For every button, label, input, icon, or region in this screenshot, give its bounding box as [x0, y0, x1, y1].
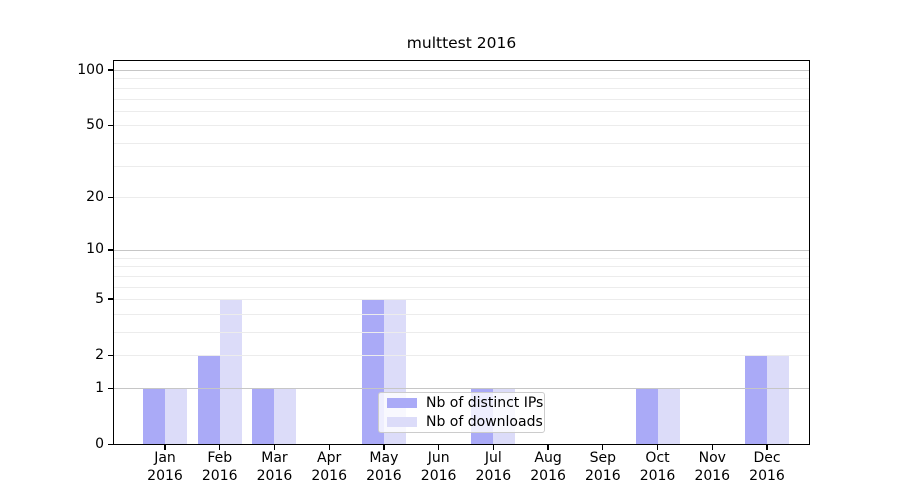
- y-tick-label: 2: [95, 346, 104, 363]
- x-tick-label: Feb 2016: [201, 450, 238, 484]
- gridline-minor: [113, 87, 810, 89]
- y-tick-mark: [108, 443, 113, 446]
- x-tick-mark: [602, 445, 604, 450]
- plot-area: Nb of distinct IPs Nb of downloads: [113, 60, 810, 445]
- x-tick-label: May 2016: [366, 450, 402, 484]
- x-tick-mark: [383, 445, 385, 450]
- gridline-minor: [113, 165, 810, 167]
- x-tick-label: Nov 2016: [694, 450, 731, 484]
- x-tick-mark: [492, 445, 494, 450]
- gridline-minor: [113, 275, 810, 277]
- gridline-minor: [113, 110, 810, 112]
- gridline-major: [113, 70, 810, 71]
- gridline-minor: [113, 313, 810, 315]
- x-tick-mark: [656, 445, 659, 450]
- bar-downloads-jan: [165, 388, 187, 445]
- legend: Nb of distinct IPs Nb of downloads: [378, 392, 545, 433]
- bar-distinct-ips-dec: [744, 355, 767, 445]
- bar-downloads-oct: [657, 388, 680, 445]
- x-tick-mark: [328, 445, 330, 450]
- x-tick-mark: [547, 445, 549, 450]
- y-tick-mark: [108, 249, 113, 251]
- gridline-minor: [113, 286, 810, 288]
- gridline-minor: [113, 125, 810, 127]
- x-tick-label: Jul 2016: [475, 450, 512, 484]
- gridline-minor: [113, 266, 810, 268]
- gridline-minor: [113, 299, 810, 301]
- chart-title: multtest 2016: [406, 34, 517, 52]
- bar-downloads-dec: [766, 355, 789, 445]
- y-tick-mark: [108, 387, 113, 389]
- x-tick-mark: [711, 445, 713, 450]
- x-tick-mark: [766, 445, 768, 450]
- y-tick-label: 0: [95, 436, 104, 452]
- bar-distinct-ips-mar: [252, 388, 275, 445]
- legend-entry-distinct-ips: Nb of distinct IPs: [387, 395, 543, 411]
- y-tick-label: 20: [86, 188, 104, 205]
- gridline-major: [113, 249, 810, 251]
- legend-label-downloads: Nb of downloads: [426, 414, 543, 430]
- y-tick-mark: [108, 124, 113, 127]
- gridline-minor: [113, 257, 810, 259]
- gridline-minor: [113, 143, 810, 145]
- gridline-minor: [113, 332, 810, 333]
- legend-label-distinct-ips: Nb of distinct IPs: [426, 395, 544, 411]
- x-tick-mark: [164, 445, 166, 450]
- legend-entry-downloads: Nb of downloads: [387, 414, 543, 430]
- x-tick-mark: [273, 445, 276, 450]
- y-tick-label: 5: [95, 290, 104, 307]
- y-tick-mark: [108, 69, 113, 71]
- gridline-major: [113, 388, 810, 390]
- bar-distinct-ips-oct: [635, 388, 658, 445]
- y-tick-mark: [108, 196, 113, 199]
- y-tick-label: 50: [86, 116, 104, 133]
- bar-downloads-feb: [219, 299, 242, 445]
- gridline-minor: [113, 197, 810, 199]
- bar-distinct-ips-jan: [143, 388, 165, 445]
- y-tick-label: 100: [77, 61, 104, 78]
- y-tick-label: 10: [86, 241, 104, 258]
- x-tick-label: Aug 2016: [530, 450, 566, 484]
- gridline-minor: [113, 98, 810, 100]
- x-tick-label: Sep 2016: [584, 450, 621, 484]
- legend-swatch-distinct-ips: [387, 398, 417, 408]
- x-tick-label: Apr 2016: [311, 450, 347, 484]
- x-tick-mark: [219, 445, 221, 450]
- x-tick-label: Jan 2016: [147, 450, 183, 484]
- x-tick-label: Jun 2016: [420, 450, 457, 484]
- x-tick-mark: [437, 445, 440, 450]
- x-tick-label: Mar 2016: [256, 450, 293, 484]
- y-tick-mark: [108, 354, 113, 356]
- y-tick-label: 1: [95, 379, 104, 396]
- x-tick-label: Dec 2016: [749, 450, 785, 484]
- legend-swatch-downloads: [387, 417, 417, 427]
- gridline-minor: [113, 78, 810, 80]
- gridline-minor: [113, 355, 810, 357]
- bar-distinct-ips-feb: [197, 355, 220, 445]
- y-tick-mark: [108, 298, 113, 300]
- bar-downloads-mar: [274, 388, 297, 445]
- x-tick-label: Oct 2016: [639, 450, 676, 484]
